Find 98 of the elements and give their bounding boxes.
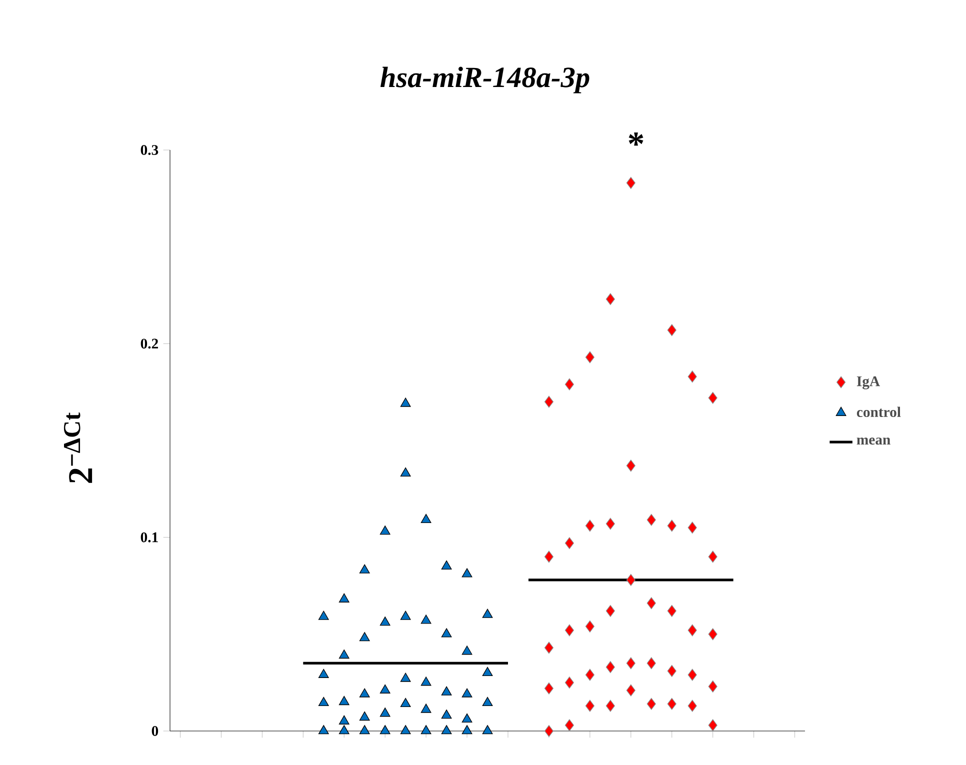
point [667,520,676,532]
y-tick-label: 0 [152,726,158,736]
point [400,725,411,734]
point [462,568,472,578]
point [626,684,636,696]
point [606,700,615,712]
point [544,550,554,563]
y-tick-label: 0.2 [140,338,158,349]
point [646,597,656,610]
point [667,665,676,677]
point [338,725,350,734]
point [626,657,636,670]
point [420,676,432,686]
point [400,398,411,407]
point [708,392,718,404]
point [544,682,554,694]
point [708,550,718,563]
point [606,604,615,617]
point [338,593,350,602]
point [359,725,370,734]
point [708,628,718,640]
point [420,614,432,624]
point [688,624,697,636]
point [380,725,390,734]
point [564,624,574,636]
point [338,650,350,659]
point [400,610,411,620]
point [708,680,718,692]
legend-label: IgA [856,376,880,390]
point [482,666,493,676]
point [646,698,656,710]
point [667,324,676,336]
y-tick-label: 0.3 [140,145,158,155]
point [380,708,390,717]
legend-label: mean [856,438,890,445]
point [688,700,697,712]
point [441,560,452,570]
point [626,460,636,472]
point [482,696,493,706]
legend-label: control [856,406,901,418]
point [688,522,697,534]
point [420,704,432,713]
point [667,604,676,617]
point [400,467,411,477]
text: * [628,132,644,146]
point [606,518,615,530]
point [564,676,574,689]
point [646,657,656,670]
y-axis-title: 2$^{−ΔCt}$ [64,412,92,483]
point [318,610,329,620]
point [338,715,350,724]
point [667,698,676,710]
point [626,176,636,189]
point [359,632,370,642]
point [585,351,594,364]
point [564,537,574,550]
y-tick-label: 0.1 [140,532,158,542]
point [318,725,329,734]
chart-title: hsa-miR-148a-3p [380,66,590,94]
point [400,672,411,682]
point [380,526,390,535]
point [585,668,594,681]
point [646,514,656,526]
point [359,688,370,698]
point [585,520,594,532]
point [359,564,370,574]
point [338,696,350,706]
point [441,628,452,638]
point [544,642,554,654]
point [606,293,615,306]
point [585,620,594,632]
point [359,712,370,721]
point [544,396,554,408]
point [441,710,452,719]
point [420,514,432,524]
point [708,719,718,732]
point [380,616,390,626]
point [462,688,472,698]
point [688,370,697,383]
point [688,668,697,681]
point [400,698,411,708]
point [564,719,574,732]
point [441,686,452,696]
point [462,646,472,655]
point [318,668,329,678]
point [482,608,493,618]
point [420,725,432,734]
point [462,713,472,723]
point [462,725,472,734]
point [544,725,554,737]
point [606,661,615,674]
point [564,378,574,390]
point [585,700,594,712]
point [318,696,329,706]
point [441,725,452,734]
point [626,574,636,586]
point [380,684,390,694]
point [482,725,493,734]
